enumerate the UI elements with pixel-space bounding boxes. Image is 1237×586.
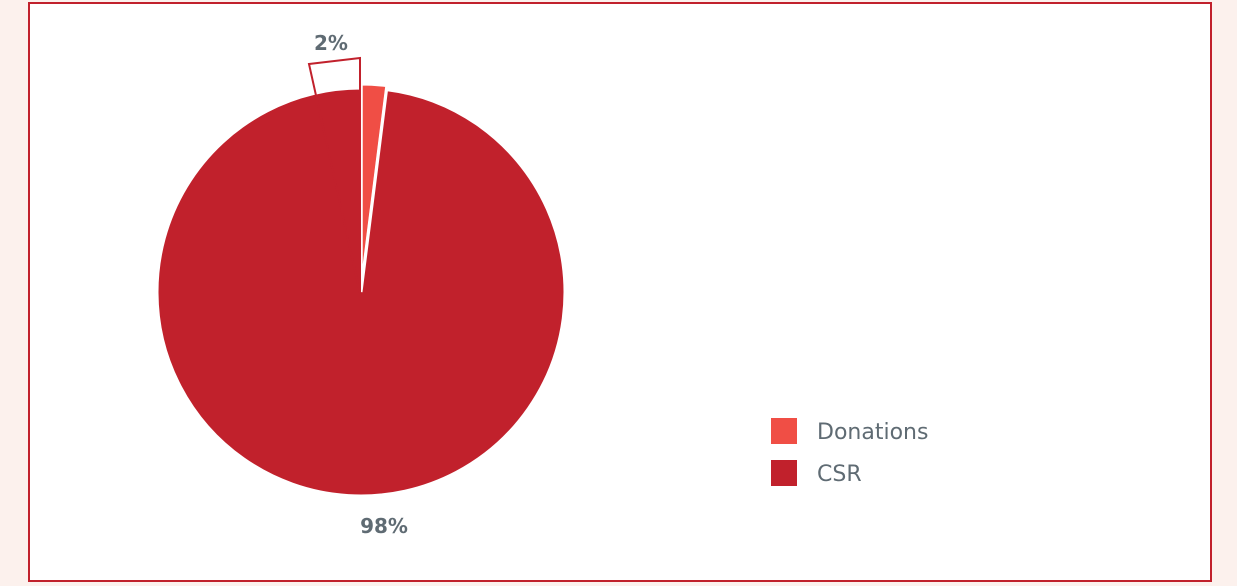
legend: Donations CSR: [771, 418, 928, 487]
leader-donations: [307, 56, 361, 294]
label-leaders: [307, 56, 361, 294]
data-label-donations: 2%: [314, 31, 348, 55]
legend-label-csr: CSR: [817, 462, 862, 487]
legend-label-donations: Donations: [817, 420, 928, 445]
data-label-csr: 98%: [360, 514, 408, 538]
legend-swatch-csr: [771, 460, 797, 486]
legend-swatch-donations: [771, 418, 797, 444]
